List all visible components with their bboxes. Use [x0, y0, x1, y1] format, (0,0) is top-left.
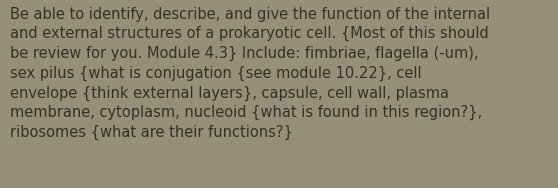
Text: Be able to identify, describe, and give the function of the internal
and externa: Be able to identify, describe, and give …: [10, 7, 490, 140]
